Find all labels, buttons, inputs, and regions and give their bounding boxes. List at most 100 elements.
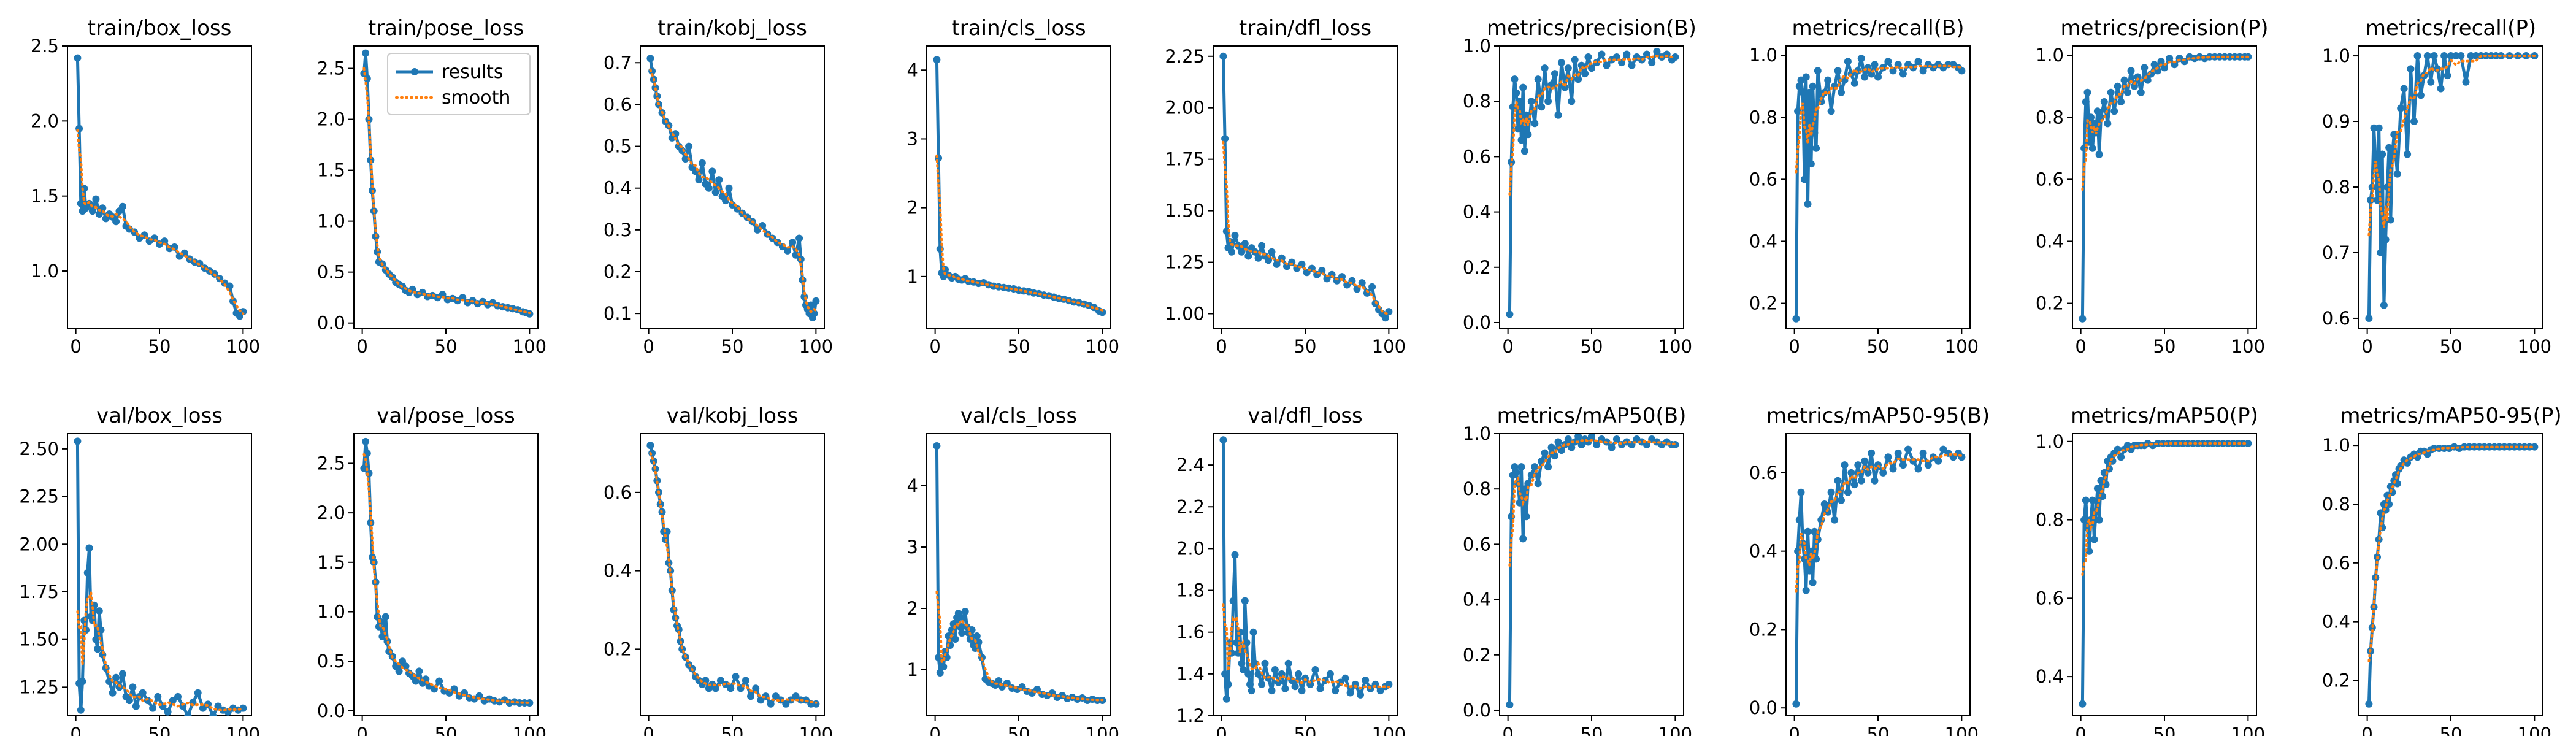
data-point bbox=[1341, 674, 1349, 682]
data-point bbox=[1919, 449, 1927, 457]
data-point bbox=[1512, 469, 1520, 477]
y-tick-label: 2.0 bbox=[317, 502, 345, 523]
y-tick-label: 0.8 bbox=[2322, 177, 2350, 197]
data-point bbox=[1857, 477, 1865, 485]
data-point bbox=[1534, 75, 1542, 83]
y-tick-label: 0.2 bbox=[1749, 293, 1777, 314]
smooth-line bbox=[362, 453, 531, 704]
data-point bbox=[973, 632, 981, 640]
data-point bbox=[725, 184, 733, 192]
data-point bbox=[711, 188, 719, 196]
y-tick-label: 0.2 bbox=[1463, 645, 1491, 665]
data-point bbox=[961, 608, 969, 615]
y-tick-label: 0.2 bbox=[1463, 257, 1491, 278]
data-point bbox=[678, 147, 686, 155]
data-point bbox=[2114, 82, 2122, 90]
data-point bbox=[1844, 488, 1852, 496]
y-tick-label: 0.4 bbox=[2036, 666, 2064, 687]
data-point bbox=[1958, 67, 1966, 75]
chart-title: metrics/mAP50(P) bbox=[2071, 404, 2258, 428]
data-point bbox=[125, 697, 133, 705]
data-point bbox=[1799, 88, 1807, 96]
data-point bbox=[2423, 52, 2431, 59]
x-tick-label: 50 bbox=[148, 336, 171, 357]
y-tick-label: 2.0 bbox=[317, 109, 345, 130]
data-point bbox=[1584, 53, 1592, 61]
data-point bbox=[1648, 59, 1656, 67]
data-point bbox=[2471, 443, 2478, 451]
data-point bbox=[1871, 477, 1879, 485]
data-point bbox=[77, 706, 85, 714]
y-tick-label: 0.4 bbox=[1463, 202, 1491, 223]
data-point bbox=[1254, 670, 1262, 678]
data-point bbox=[521, 699, 529, 707]
data-point bbox=[702, 677, 710, 684]
x-tick-label: 100 bbox=[1658, 336, 1692, 357]
chart-panel: train/pose_loss 0 50 100 0.0 0.5 1.0 1.5 2.0 2.5 r… bbox=[317, 16, 546, 357]
y-tick-label: 0.7 bbox=[604, 52, 632, 73]
data-point bbox=[1623, 50, 1631, 58]
data-point bbox=[2531, 443, 2539, 451]
data-point bbox=[1238, 248, 1246, 256]
data-point bbox=[2496, 443, 2504, 451]
data-point bbox=[154, 692, 162, 700]
data-point bbox=[1517, 136, 1525, 144]
data-point bbox=[1251, 659, 1259, 667]
data-point bbox=[1241, 240, 1249, 248]
data-point bbox=[92, 635, 100, 643]
y-tick-label: 2.2 bbox=[1176, 496, 1205, 517]
y-tick-label: 0.0 bbox=[1463, 700, 1491, 721]
data-point bbox=[1794, 107, 1802, 115]
data-point bbox=[174, 692, 182, 700]
data-point bbox=[1221, 135, 1229, 143]
y-tick-label: 0.4 bbox=[604, 178, 632, 199]
data-point bbox=[1904, 445, 1912, 453]
data-point bbox=[1519, 535, 1527, 543]
y-tick-label: 0.4 bbox=[2036, 231, 2064, 251]
data-point bbox=[2515, 443, 2523, 451]
x-tick-label: 50 bbox=[721, 724, 744, 736]
y-tick-label: 2 bbox=[907, 598, 918, 619]
data-point bbox=[1894, 449, 1902, 457]
data-point bbox=[2166, 55, 2174, 63]
data-point bbox=[1524, 131, 1532, 139]
data-point bbox=[1671, 53, 1679, 61]
data-point bbox=[1332, 687, 1340, 695]
y-tick-label: 0.5 bbox=[317, 262, 345, 283]
data-point bbox=[954, 610, 962, 617]
data-point bbox=[1820, 500, 1828, 508]
y-tick-label: 1.8 bbox=[1176, 580, 1205, 601]
chart-title: metrics/recall(B) bbox=[1792, 16, 1964, 40]
data-point bbox=[1547, 443, 1555, 451]
data-point bbox=[79, 678, 86, 686]
data-point bbox=[112, 673, 120, 681]
x-tick-label: 100 bbox=[1372, 336, 1406, 357]
data-point bbox=[1804, 527, 1812, 535]
y-tick-label: 2.5 bbox=[317, 453, 345, 473]
data-point bbox=[1511, 75, 1519, 83]
data-point bbox=[1564, 64, 1572, 72]
data-point bbox=[1544, 463, 1552, 471]
data-point bbox=[1238, 659, 1246, 667]
data-point bbox=[92, 195, 100, 203]
x-tick-label: 0 bbox=[2361, 336, 2372, 357]
data-point bbox=[1847, 469, 1855, 477]
data-point bbox=[936, 669, 944, 677]
y-tick-label: 0.6 bbox=[1749, 462, 1777, 483]
y-tick-label: 0.2 bbox=[1749, 619, 1777, 640]
data-point bbox=[119, 202, 126, 210]
data-point bbox=[2447, 52, 2455, 59]
data-point bbox=[1827, 488, 1835, 496]
data-point bbox=[2117, 453, 2125, 461]
data-point bbox=[1506, 701, 1514, 708]
data-point bbox=[2397, 104, 2405, 112]
data-point bbox=[2410, 118, 2418, 125]
data-point bbox=[199, 704, 207, 712]
data-point bbox=[2407, 65, 2415, 73]
smooth-line bbox=[1795, 453, 1963, 593]
data-point bbox=[362, 437, 370, 445]
data-point bbox=[1568, 443, 1576, 451]
x-tick-label: 50 bbox=[1294, 724, 1317, 736]
y-tick-label: 1.0 bbox=[1749, 45, 1777, 66]
data-point bbox=[74, 437, 82, 445]
